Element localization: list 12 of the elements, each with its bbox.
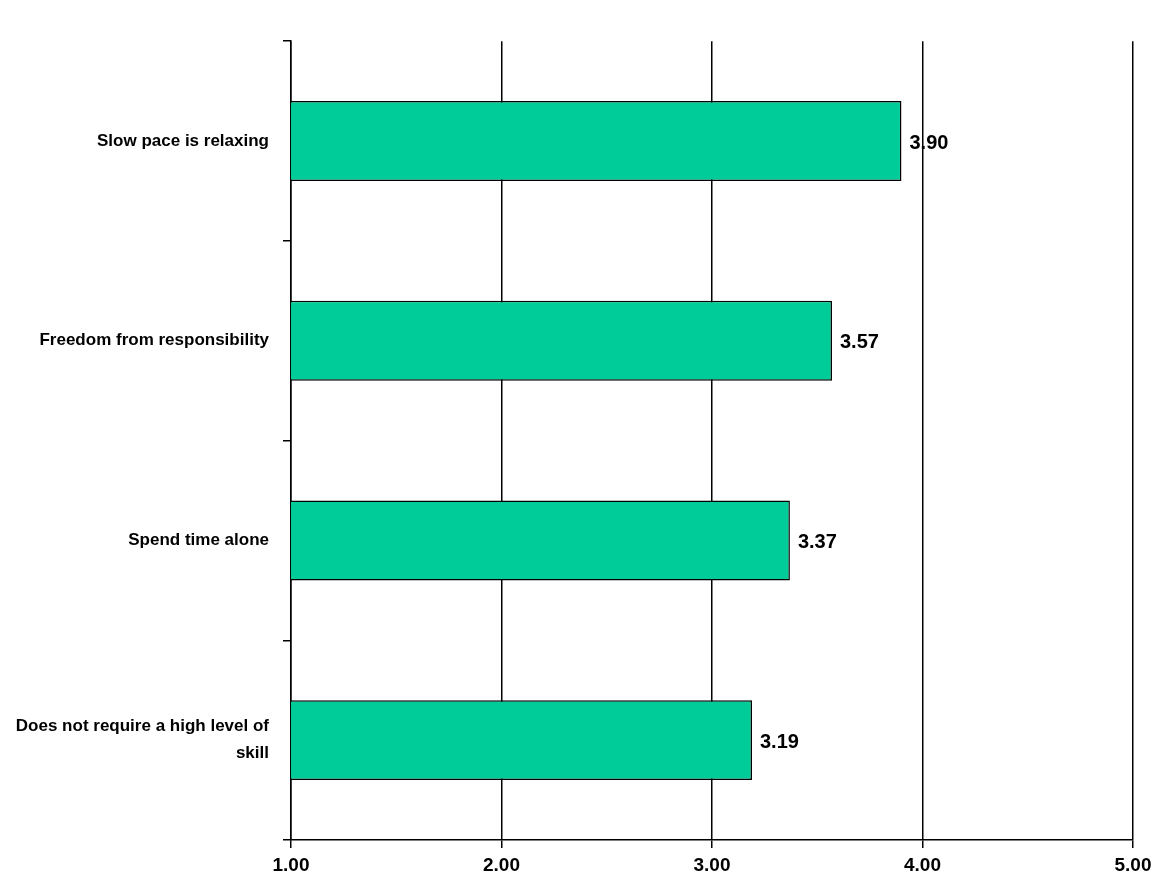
- y-tick-label: Does not require a high level of skill: [15, 716, 270, 763]
- x-tick-label: 2.00: [483, 853, 520, 875]
- data-label: 3.19: [759, 729, 799, 752]
- y-tick-label: Slow pace is relaxing: [97, 130, 269, 150]
- y-tick-label: Freedom from responsibility: [39, 330, 270, 350]
- y-tick-label: Spend time alone: [128, 530, 269, 550]
- x-tick-label: 1.00: [272, 853, 310, 875]
- data-label: 3.37: [797, 529, 837, 552]
- x-tick-label: 5.00: [1114, 853, 1152, 875]
- x-tick-label: 4.00: [904, 853, 941, 875]
- data-label: 3.57: [839, 330, 879, 353]
- x-tick-label: 3.00: [693, 853, 731, 875]
